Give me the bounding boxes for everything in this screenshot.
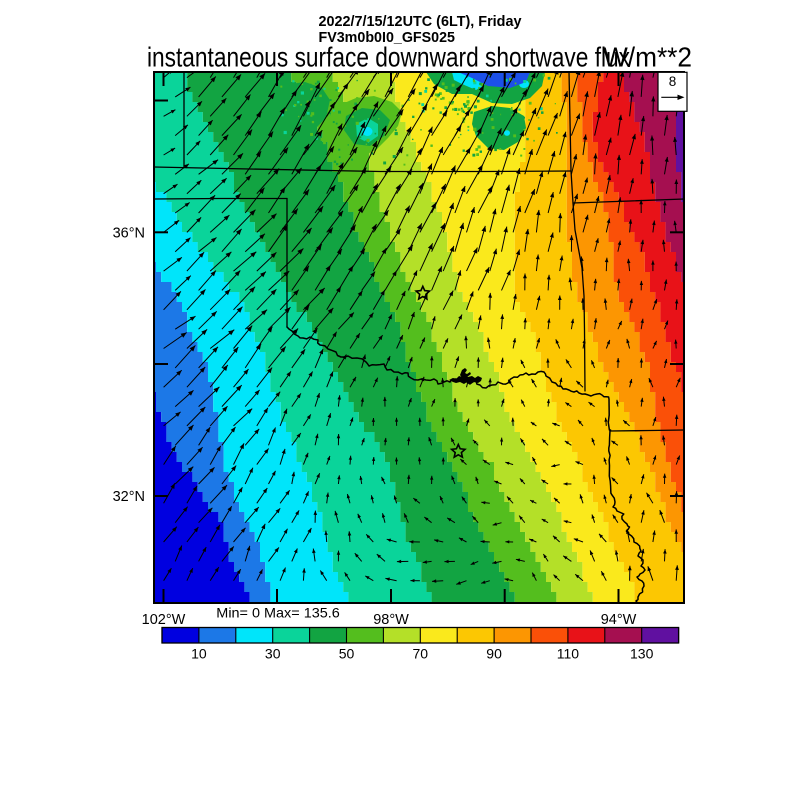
svg-text:36°N: 36°N (113, 225, 145, 241)
svg-text:W/m**2: W/m**2 (603, 41, 692, 72)
svg-text:94°W: 94°W (601, 612, 637, 628)
svg-text:instantaneous surface downward: instantaneous surface downward shortwave… (147, 41, 630, 72)
svg-text:70: 70 (413, 646, 429, 662)
svg-text:Min= 0 Max= 135.6: Min= 0 Max= 135.6 (216, 606, 340, 621)
svg-text:90: 90 (486, 646, 502, 662)
svg-text:10: 10 (191, 646, 207, 662)
svg-text:130: 130 (630, 646, 654, 662)
svg-text:50: 50 (339, 646, 355, 662)
svg-text:98°W: 98°W (373, 612, 409, 628)
svg-text:8: 8 (669, 74, 677, 89)
svg-text:FV3m0b0I0_GFS025: FV3m0b0I0_GFS025 (319, 29, 456, 46)
svg-text:30: 30 (265, 646, 281, 662)
svg-text:102°W: 102°W (142, 612, 186, 628)
svg-text:2022/7/15/12UTC (6LT), Friday: 2022/7/15/12UTC (6LT), Friday (319, 13, 523, 30)
svg-text:110: 110 (557, 646, 580, 662)
svg-text:32°N: 32°N (113, 489, 145, 505)
